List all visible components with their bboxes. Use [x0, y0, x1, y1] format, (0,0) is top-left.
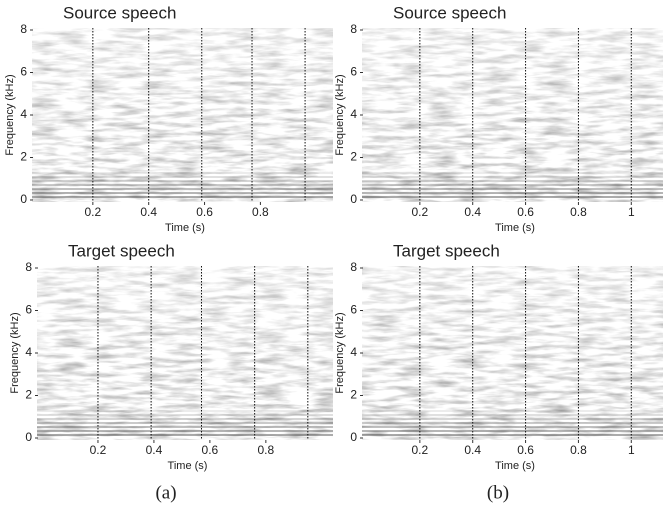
x-tick-label: 0.6	[202, 443, 219, 457]
y-tick-label: 2	[20, 150, 27, 164]
y-tick-label: 0	[25, 430, 32, 444]
y-tick-label: 4	[350, 345, 357, 359]
y-tick-label: 0	[350, 430, 357, 444]
panel-title: Target speech	[68, 241, 175, 260]
x-tick-label: 0.8	[570, 205, 587, 219]
texture-fade	[362, 28, 663, 202]
y-axis-label: Frequency (kHz)	[4, 74, 16, 155]
x-tick-label: 0.6	[196, 205, 213, 219]
x-axis-label: Time (s)	[495, 222, 535, 234]
x-tick-label: 0.8	[252, 205, 269, 219]
y-axis-label: Frequency (kHz)	[334, 312, 346, 393]
caption: (a)	[155, 482, 176, 503]
spectrogram-panel: 0 2 4 6 8 0.2 0.4 0.6 0.8 Time (s) Frequency (kHz)…	[9, 241, 333, 472]
panel-title: Source speech	[63, 3, 176, 22]
spectrogram-panel: 0 2 4 6 8 0.2 0.4 0.6 0.8 1 Time (s) Frequency (kHz…	[334, 3, 663, 234]
spectrogram-panel: 0 2 4 6 8 0.2 0.4 0.6 0.8 1 Time (s) Frequency (kHz…	[334, 241, 663, 472]
x-tick-label: 0.2	[412, 205, 429, 219]
y-tick-label: 8	[20, 22, 27, 36]
caption: (b)	[487, 482, 509, 503]
y-tick-label: 4	[20, 107, 27, 121]
x-tick-label: 0.6	[517, 443, 534, 457]
x-tick-label: 0.4	[464, 443, 481, 457]
panel-title: Target speech	[393, 241, 500, 260]
y-tick-label: 0	[350, 192, 357, 206]
x-tick-label: 0.8	[258, 443, 275, 457]
y-tick-label: 2	[350, 388, 357, 402]
x-axis-label: Time (s)	[165, 222, 205, 234]
x-tick-label: 1	[628, 443, 635, 457]
x-tick-label: 1	[628, 205, 635, 219]
y-tick-label: 6	[20, 65, 27, 79]
x-tick-label: 0.4	[146, 443, 163, 457]
x-tick-label: 0.6	[517, 205, 534, 219]
x-axis-label: Time (s)	[168, 460, 208, 472]
y-tick-label: 6	[25, 303, 32, 317]
y-tick-label: 6	[350, 65, 357, 79]
y-tick-label: 0	[20, 192, 27, 206]
y-tick-label: 4	[350, 107, 357, 121]
x-tick-label: 0.8	[570, 443, 587, 457]
y-tick-label: 2	[350, 150, 357, 164]
panel-title: Source speech	[393, 3, 506, 22]
x-tick-label: 0.2	[90, 443, 107, 457]
spectrogram-panel: 0 2 4 6 8 0.2 0.4 0.6 0.8 Time (s) Frequency (kHz)…	[4, 3, 333, 234]
y-tick-label: 8	[350, 260, 357, 274]
texture-fade	[37, 266, 333, 440]
x-tick-label: 0.2	[412, 443, 429, 457]
y-tick-label: 2	[25, 388, 32, 402]
y-tick-label: 8	[25, 260, 32, 274]
y-tick-label: 8	[350, 22, 357, 36]
texture-fade	[362, 266, 663, 440]
x-tick-label: 0.2	[85, 205, 102, 219]
y-axis-label: Frequency (kHz)	[9, 312, 21, 393]
x-axis-label: Time (s)	[495, 460, 535, 472]
y-axis-label: Frequency (kHz)	[334, 74, 346, 155]
x-tick-label: 0.4	[464, 205, 481, 219]
y-tick-label: 6	[350, 303, 357, 317]
y-tick-label: 4	[25, 345, 32, 359]
x-tick-label: 0.4	[140, 205, 157, 219]
texture-fade	[32, 28, 333, 202]
